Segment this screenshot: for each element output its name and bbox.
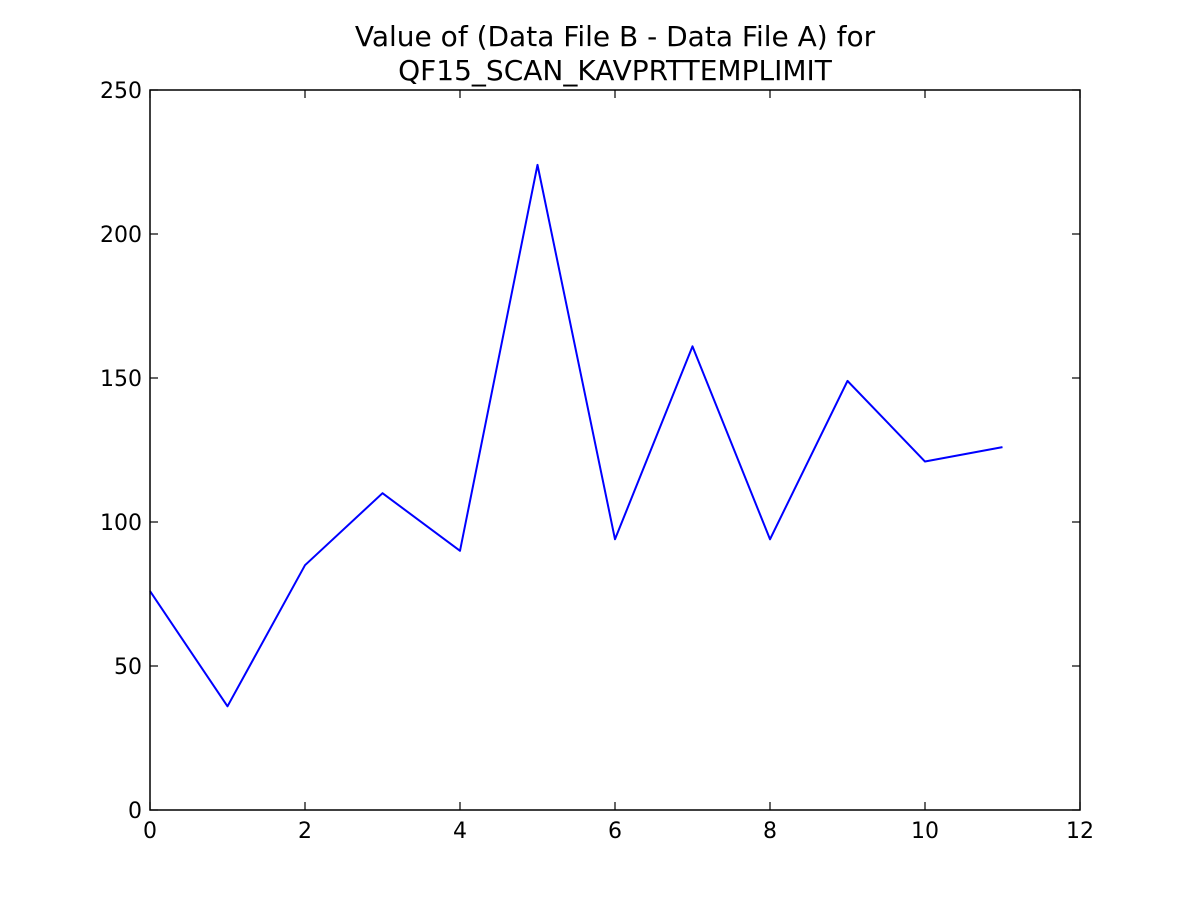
- y-tick-label-4: 200: [100, 223, 142, 248]
- x-tick-label-1: 2: [298, 819, 312, 844]
- x-tick-label-4: 8: [763, 819, 777, 844]
- plot-frame: [149, 89, 1081, 811]
- y-tick-label-1: 50: [114, 655, 142, 680]
- x-tick-label-0: 0: [143, 819, 157, 844]
- x-tick-label-5: 10: [911, 819, 939, 844]
- chart-title-line-2: QF15_SCAN_KAVPRTTEMPLIMIT: [398, 54, 833, 87]
- y-tick-label-2: 100: [100, 511, 142, 536]
- x-tick-label-3: 6: [608, 819, 622, 844]
- axis-ticks: 0 2 4 6 8 10 12 0 50 100 150 200 250: [100, 79, 1094, 844]
- series-line-0: [149, 163, 1003, 708]
- x-tick-label-6: 12: [1066, 819, 1094, 844]
- y-tick-label-0: 0: [128, 799, 142, 824]
- y-tick-label-3: 150: [100, 367, 142, 392]
- chart-title-line-1: Value of (Data File B - Data File A) for: [355, 20, 876, 53]
- x-tick-label-2: 4: [453, 819, 467, 844]
- y-tick-label-5: 250: [100, 79, 142, 104]
- series-layer: [149, 163, 1003, 708]
